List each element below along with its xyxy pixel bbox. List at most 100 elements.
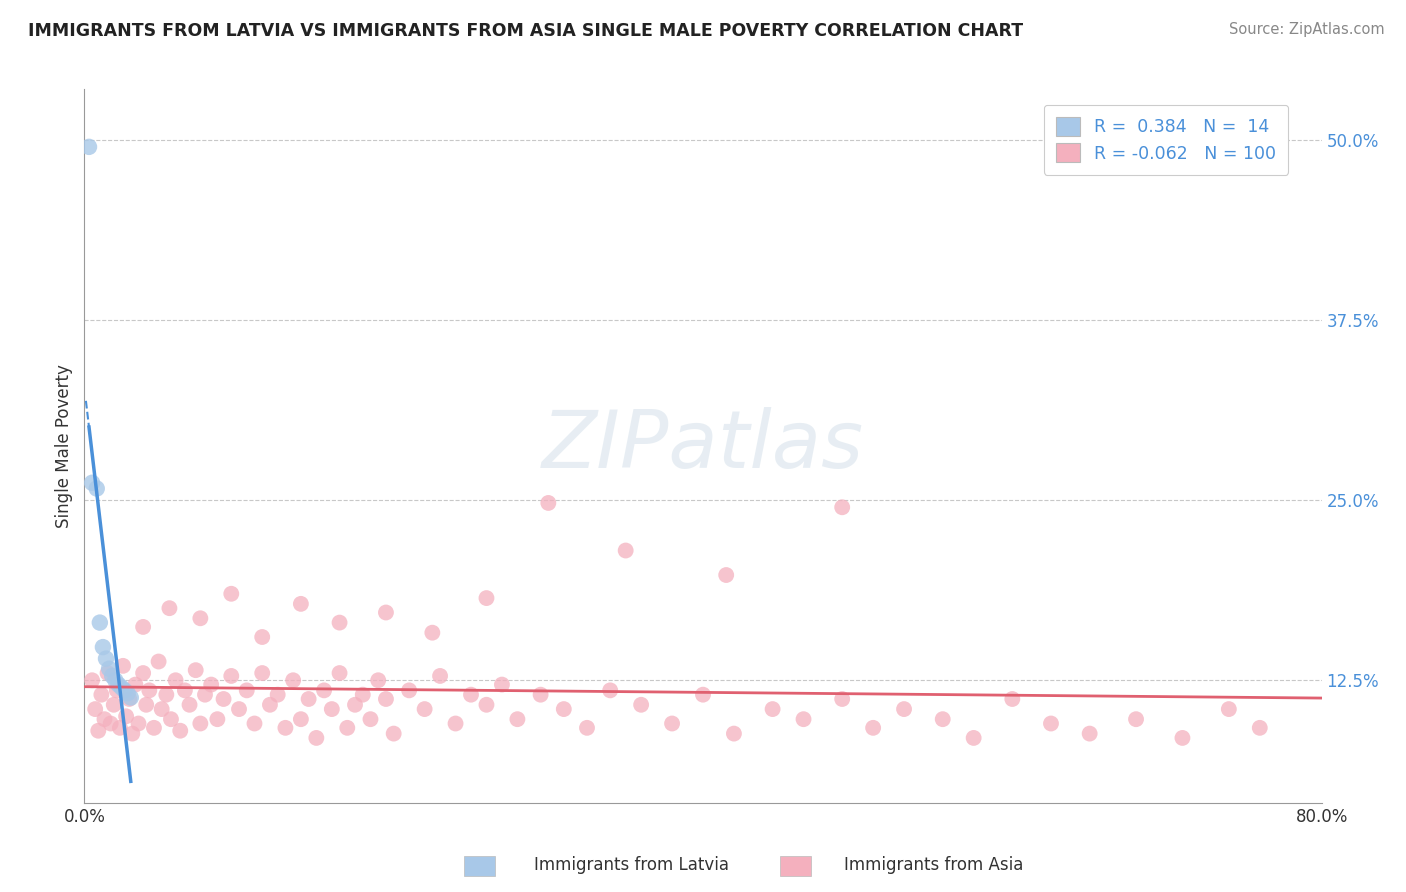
Point bbox=[1171, 731, 1194, 745]
Point bbox=[1249, 721, 1271, 735]
Point bbox=[107, 677, 129, 691]
Point bbox=[165, 673, 187, 688]
Point bbox=[661, 716, 683, 731]
Point bbox=[97, 666, 120, 681]
Point bbox=[329, 666, 352, 681]
Point bbox=[352, 688, 374, 702]
Point bbox=[283, 673, 305, 688]
Point bbox=[329, 615, 352, 630]
Point bbox=[89, 615, 111, 630]
Point bbox=[148, 655, 170, 669]
Point bbox=[862, 721, 884, 735]
Point bbox=[692, 688, 714, 702]
Point bbox=[150, 702, 173, 716]
Point bbox=[174, 683, 197, 698]
Point bbox=[101, 669, 124, 683]
Point bbox=[194, 688, 217, 702]
Point bbox=[576, 721, 599, 735]
Point bbox=[893, 702, 915, 716]
Point bbox=[1040, 716, 1063, 731]
Point bbox=[128, 716, 150, 731]
Point bbox=[138, 683, 160, 698]
Point bbox=[252, 666, 274, 681]
Point bbox=[793, 712, 815, 726]
Point bbox=[460, 688, 482, 702]
Text: Immigrants from Asia: Immigrants from Asia bbox=[844, 855, 1024, 873]
Point bbox=[259, 698, 281, 712]
Point bbox=[159, 601, 181, 615]
Point bbox=[290, 712, 312, 726]
Point bbox=[537, 496, 560, 510]
Point bbox=[360, 712, 382, 726]
Y-axis label: Single Male Poverty: Single Male Poverty bbox=[55, 364, 73, 528]
Text: IMMIGRANTS FROM LATVIA VS IMMIGRANTS FROM ASIA SINGLE MALE POVERTY CORRELATION C: IMMIGRANTS FROM LATVIA VS IMMIGRANTS FRO… bbox=[28, 22, 1024, 40]
Point bbox=[290, 597, 312, 611]
Point bbox=[344, 698, 367, 712]
Point bbox=[143, 721, 166, 735]
Point bbox=[630, 698, 652, 712]
Point bbox=[212, 692, 235, 706]
Point bbox=[444, 716, 467, 731]
Point bbox=[117, 686, 139, 700]
Point bbox=[274, 721, 297, 735]
Point bbox=[1001, 692, 1024, 706]
Point bbox=[831, 692, 853, 706]
Point bbox=[422, 625, 444, 640]
Point bbox=[91, 640, 114, 654]
Point bbox=[375, 692, 398, 706]
Text: Immigrants from Latvia: Immigrants from Latvia bbox=[534, 855, 730, 873]
Point bbox=[491, 677, 513, 691]
Point bbox=[506, 712, 529, 726]
Point bbox=[382, 726, 405, 740]
Point bbox=[398, 683, 420, 698]
Point bbox=[82, 673, 104, 688]
Point bbox=[221, 587, 243, 601]
Point bbox=[124, 677, 146, 691]
Point bbox=[762, 702, 785, 716]
Point bbox=[413, 702, 436, 716]
Point bbox=[114, 683, 136, 698]
Point bbox=[367, 673, 389, 688]
Point bbox=[200, 677, 222, 691]
Point bbox=[1078, 726, 1101, 740]
Point bbox=[932, 712, 955, 726]
Point bbox=[614, 543, 637, 558]
Text: Source: ZipAtlas.com: Source: ZipAtlas.com bbox=[1229, 22, 1385, 37]
Legend: R =  0.384   N =  14, R = -0.062   N = 100: R = 0.384 N = 14, R = -0.062 N = 100 bbox=[1043, 105, 1288, 175]
Point bbox=[236, 683, 259, 698]
Point bbox=[267, 688, 290, 702]
Point bbox=[86, 482, 108, 496]
Point bbox=[221, 669, 243, 683]
Point bbox=[179, 698, 201, 712]
Text: ZIPatlas: ZIPatlas bbox=[541, 407, 865, 485]
Point bbox=[1125, 712, 1147, 726]
Point bbox=[188, 716, 212, 731]
Point bbox=[553, 702, 575, 716]
Point bbox=[132, 620, 155, 634]
Point bbox=[314, 683, 336, 698]
Point bbox=[132, 666, 155, 681]
Point bbox=[530, 688, 553, 702]
Point bbox=[831, 500, 853, 515]
Point bbox=[87, 723, 110, 738]
Point bbox=[375, 606, 398, 620]
Point bbox=[93, 712, 115, 726]
Point bbox=[118, 692, 141, 706]
Point bbox=[228, 702, 250, 716]
Point bbox=[115, 709, 138, 723]
Point bbox=[160, 712, 183, 726]
Point bbox=[100, 716, 122, 731]
Point bbox=[1218, 702, 1240, 716]
Point bbox=[82, 475, 104, 490]
Point bbox=[169, 723, 191, 738]
Point bbox=[599, 683, 621, 698]
Point bbox=[94, 651, 117, 665]
Point bbox=[121, 726, 143, 740]
Point bbox=[90, 688, 112, 702]
Point bbox=[475, 591, 498, 606]
Point bbox=[207, 712, 229, 726]
Point bbox=[184, 663, 207, 677]
Point bbox=[321, 702, 343, 716]
Point bbox=[716, 568, 738, 582]
Point bbox=[305, 731, 328, 745]
